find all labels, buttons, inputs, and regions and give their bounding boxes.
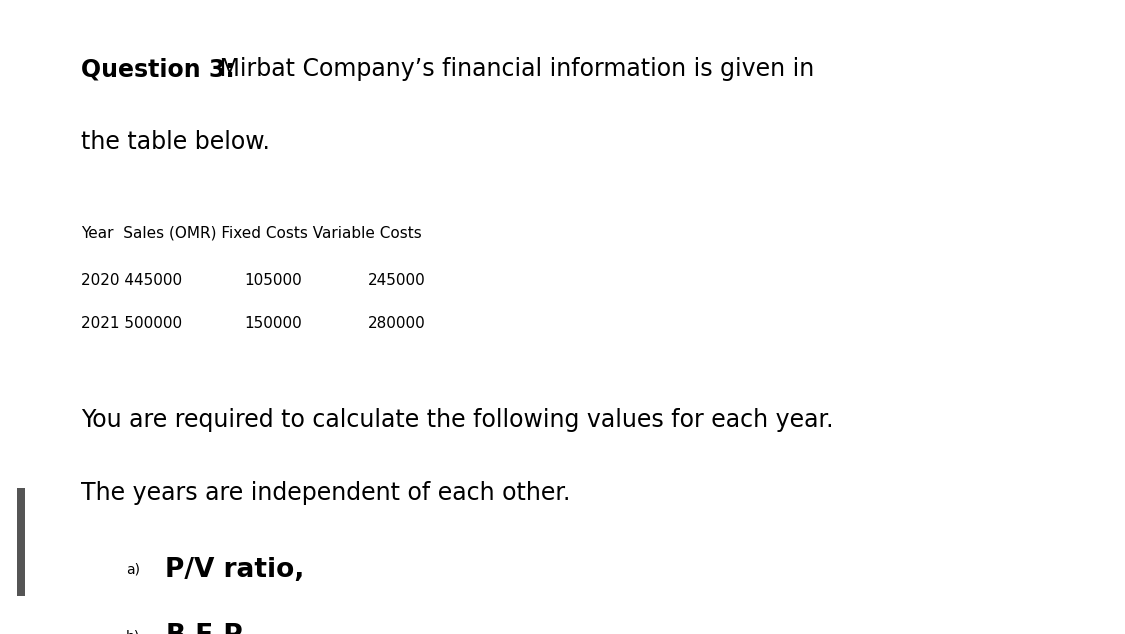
FancyBboxPatch shape [17, 488, 25, 596]
Text: You are required to calculate the following values for each year.: You are required to calculate the follow… [81, 408, 834, 432]
Text: 2021 500000: 2021 500000 [81, 316, 182, 331]
Text: 245000: 245000 [368, 273, 425, 288]
Text: b): b) [126, 630, 141, 634]
Text: the table below.: the table below. [81, 130, 270, 154]
Text: 280000: 280000 [368, 316, 425, 331]
Text: 105000: 105000 [244, 273, 302, 288]
Text: Year  Sales (OMR) Fixed Costs Variable Costs: Year Sales (OMR) Fixed Costs Variable Co… [81, 225, 422, 240]
Text: B.E.P.: B.E.P. [165, 623, 249, 634]
Text: 150000: 150000 [244, 316, 302, 331]
Text: 2020 445000: 2020 445000 [81, 273, 182, 288]
Text: Mirbat Company’s financial information is given in: Mirbat Company’s financial information i… [212, 57, 813, 81]
Text: Question 3:: Question 3: [81, 57, 235, 81]
Text: a): a) [126, 563, 140, 577]
Text: The years are independent of each other.: The years are independent of each other. [81, 481, 570, 505]
Text: P/V ratio,: P/V ratio, [165, 557, 305, 583]
